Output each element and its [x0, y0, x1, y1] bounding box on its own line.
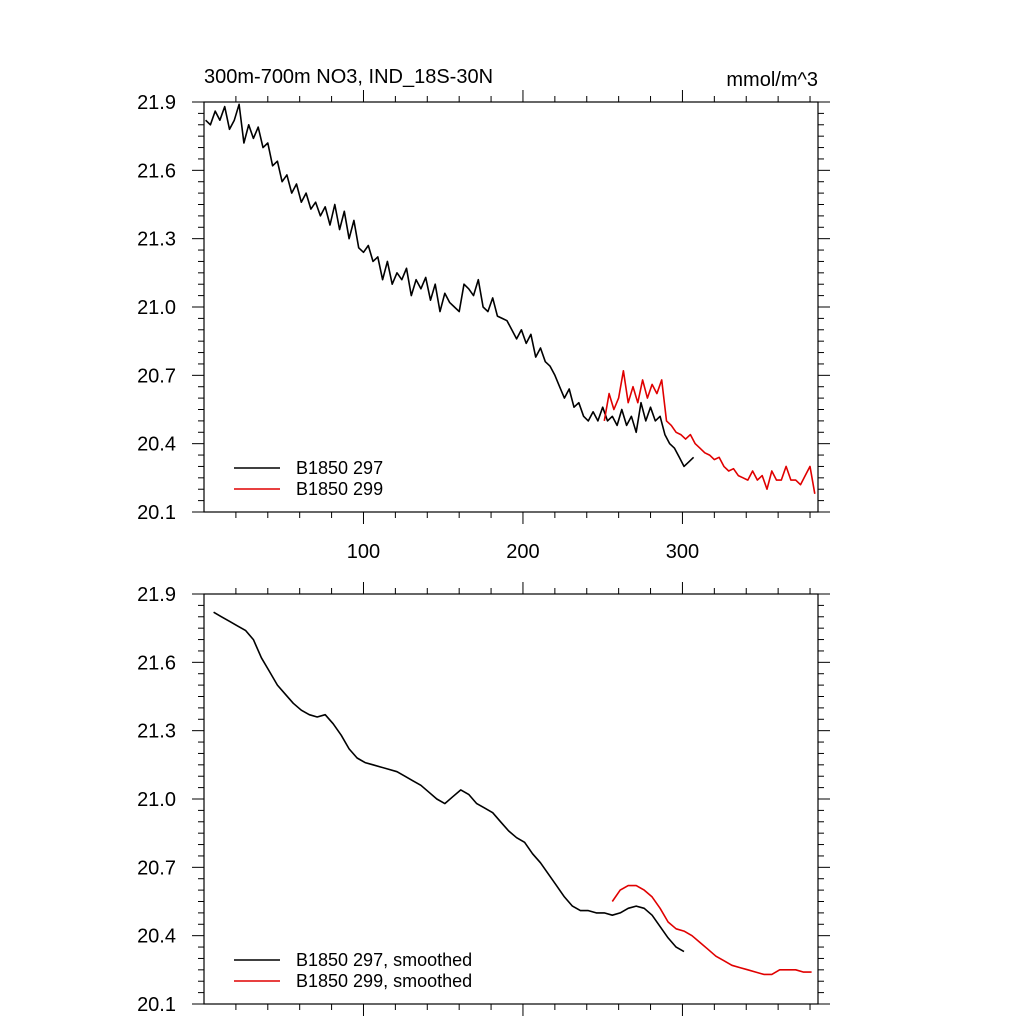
series-line-b1850-297: [205, 103, 695, 468]
y-tick-label: 20.4: [137, 434, 176, 456]
y-tick-label: 20.7: [137, 857, 176, 879]
top-chart-panel: 300m-700m NO3, IND_18S-30N mmol/m^3 20.1…: [137, 66, 830, 563]
y-tick-label: 20.1: [137, 994, 176, 1016]
y-tick-label: 21.9: [137, 92, 176, 114]
y-tick-label: 20.7: [137, 365, 176, 387]
series-line-b1850-297: [213, 611, 685, 953]
units-label: mmol/m^3: [726, 69, 818, 91]
y-tick-label: 21.0: [137, 789, 176, 811]
top-plot-frame: [203, 101, 819, 513]
bottom-plot-frame: [203, 593, 819, 1005]
y-tick-label: 21.9: [137, 584, 176, 606]
x-tick-label: 200: [506, 541, 539, 563]
legend-label: B1850 297, smoothed: [296, 950, 472, 970]
chart-title: 300m-700m NO3, IND_18S-30N: [204, 66, 493, 88]
series-line-b1850-299: [603, 369, 816, 494]
bottom-chart-panel: 20.1 20.4 20.7 21.0 21.3 21.6 21.9 B1850 297, …: [137, 582, 830, 1016]
y-tick-label: 20.1: [137, 502, 176, 524]
y-tick-label: 21.6: [137, 652, 176, 674]
legend-label: B1850 299: [296, 479, 383, 499]
y-tick-label: 20.4: [137, 926, 176, 948]
y-tick-label: 21.3: [137, 229, 176, 251]
x-tick-label: 100: [347, 541, 380, 563]
y-tick-label: 21.0: [137, 297, 176, 319]
y-tick-label: 21.3: [137, 721, 176, 743]
series-line-b1850-299: [611, 884, 812, 976]
y-tick-label: 21.6: [137, 160, 176, 182]
x-tick-label: 300: [666, 541, 699, 563]
legend-label: B1850 299, smoothed: [296, 971, 472, 991]
legend-label: B1850 297: [296, 458, 383, 478]
